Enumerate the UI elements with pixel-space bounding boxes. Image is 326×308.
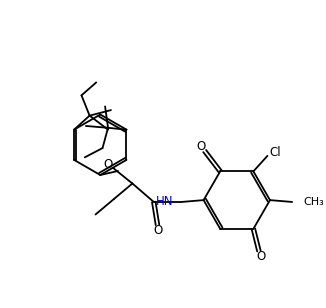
Text: HN: HN [156,196,173,209]
Text: O: O [154,224,163,237]
Text: O: O [256,250,265,263]
Text: Cl: Cl [269,146,281,159]
Text: CH₃: CH₃ [303,197,324,207]
Text: O: O [104,158,113,171]
Text: O: O [196,140,206,153]
